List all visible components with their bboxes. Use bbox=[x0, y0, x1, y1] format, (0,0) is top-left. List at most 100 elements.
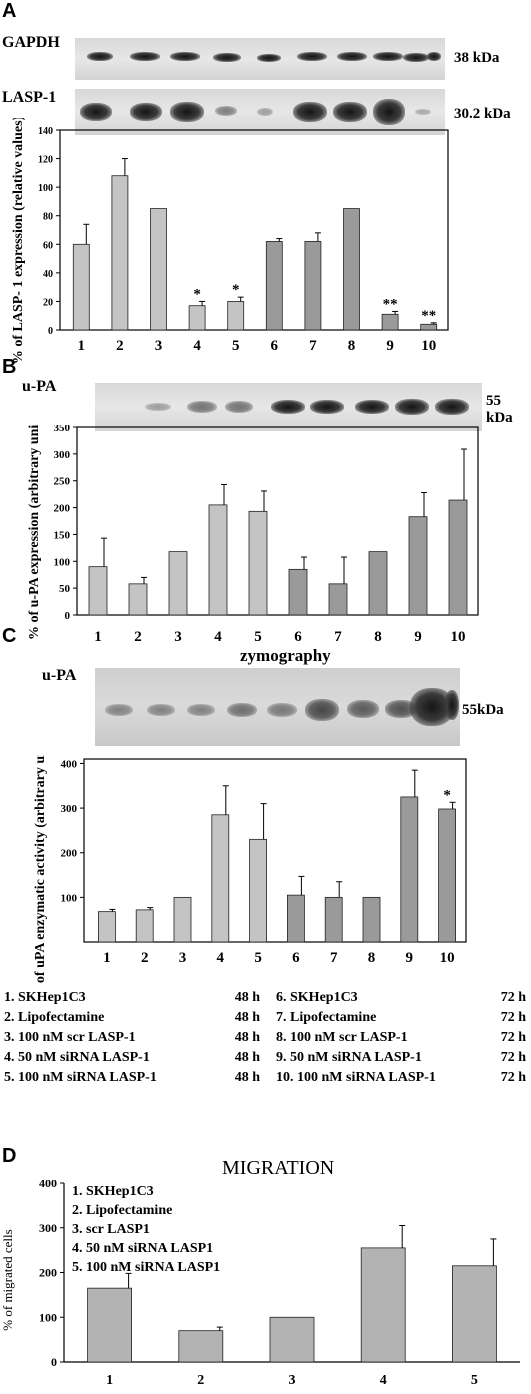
y-tick-label: 150 bbox=[54, 529, 71, 541]
category-label: 5 bbox=[254, 950, 262, 966]
category-label: 8 bbox=[368, 950, 376, 966]
bar bbox=[168, 551, 188, 616]
legend-item: 6. SKHep1C3 72 h bbox=[276, 990, 526, 1005]
category-label: 2 bbox=[141, 950, 149, 966]
migration-title: MIGRATION bbox=[222, 1157, 335, 1179]
lasp1-label: LASP-1 bbox=[2, 89, 57, 106]
category-label: 8 bbox=[348, 338, 356, 354]
bar bbox=[135, 909, 154, 943]
panel-b-letter: B bbox=[2, 356, 17, 378]
panel-d-letter: D bbox=[2, 1145, 17, 1167]
category-label: 7 bbox=[309, 338, 317, 354]
upa-label-c: u-PA bbox=[42, 667, 77, 684]
category-label: 3 bbox=[174, 629, 182, 645]
y-tick-label: 20 bbox=[43, 297, 53, 308]
category-label: 9 bbox=[386, 338, 394, 354]
gapdh-label: GAPDH bbox=[2, 34, 60, 51]
category-label: 2 bbox=[197, 1373, 204, 1388]
significance-marker: * bbox=[443, 787, 451, 803]
chart-d-ylabel: % of migrated cells bbox=[0, 1229, 15, 1330]
y-tick-label: 200 bbox=[54, 503, 71, 515]
y-tick-label: 40 bbox=[43, 269, 53, 280]
bar bbox=[87, 1287, 132, 1363]
plot-frame bbox=[59, 129, 449, 331]
category-label: 6 bbox=[271, 338, 279, 354]
y-tick-label: 400 bbox=[61, 758, 78, 770]
category-label: 7 bbox=[334, 629, 342, 645]
y-tick-label: 200 bbox=[39, 1266, 57, 1280]
y-tick-label: 300 bbox=[61, 803, 78, 815]
legend-item: 10. 100 nM siRNA LASP-1 72 h bbox=[276, 1070, 526, 1085]
upa-kda-b: 55 kDa bbox=[486, 393, 513, 426]
y-tick-label: 0 bbox=[48, 326, 53, 337]
bar bbox=[173, 896, 192, 943]
bar bbox=[211, 814, 230, 943]
plot-frame bbox=[83, 758, 467, 943]
category-label: 1 bbox=[94, 629, 102, 645]
zymography-title: zymography bbox=[240, 646, 331, 665]
y-tick-label: 250 bbox=[54, 476, 71, 488]
upa-blot-b bbox=[95, 383, 482, 431]
y-tick-label: 100 bbox=[61, 892, 78, 904]
category-label: 1 bbox=[106, 1373, 113, 1388]
bar bbox=[72, 243, 90, 331]
y-tick-label: 100 bbox=[54, 556, 71, 568]
legend-item: 1. SKHep1C3 48 h bbox=[4, 990, 260, 1005]
chart-d: % of migrated cells 0 100 200 300 400 1 2 3 4 5 bbox=[0, 1180, 520, 1388]
category-label: 6 bbox=[294, 629, 302, 645]
category-label: 1 bbox=[78, 338, 86, 354]
category-label: 4 bbox=[217, 950, 225, 966]
category-label: 6 bbox=[292, 950, 300, 966]
bar bbox=[98, 911, 116, 943]
significance-marker: * bbox=[193, 286, 201, 302]
upa-blot-c bbox=[95, 668, 460, 746]
legend-d-item: 1. SKHep1C3 bbox=[72, 1184, 154, 1199]
bar bbox=[328, 583, 348, 616]
bar bbox=[248, 510, 268, 616]
bar bbox=[249, 838, 268, 943]
y-tick-label: 100 bbox=[38, 183, 53, 194]
y-tick-label: 350 bbox=[54, 425, 71, 434]
legend-c-right: 6. SKHep1C3 72 h 7. Lipofectamine 72 h 8. … bbox=[276, 990, 526, 1090]
chart-a: % of LASP- 1 expression (relative values… bbox=[11, 118, 449, 364]
category-label: 3 bbox=[155, 338, 163, 354]
legend-d-item: 3. scr LASP1 bbox=[72, 1222, 150, 1237]
y-tick-label: 80 bbox=[43, 212, 53, 223]
category-label: 9 bbox=[414, 629, 422, 645]
bar bbox=[438, 808, 457, 943]
bar bbox=[451, 1265, 497, 1363]
y-tick-label: 50 bbox=[59, 583, 71, 595]
category-label: 10 bbox=[440, 950, 455, 966]
y-tick-label: 300 bbox=[54, 449, 71, 461]
category-label: 10 bbox=[451, 629, 466, 645]
bar bbox=[360, 1247, 406, 1363]
y-tick-label: 300 bbox=[39, 1221, 57, 1235]
bar bbox=[150, 208, 167, 331]
category-label: 7 bbox=[330, 950, 338, 966]
upa-label-b: u-PA bbox=[22, 378, 57, 395]
bar bbox=[286, 894, 305, 943]
category-label: 4 bbox=[214, 629, 222, 645]
category-label: 9 bbox=[406, 950, 414, 966]
category-label: 4 bbox=[193, 338, 201, 354]
legend-item: 5. 100 nM siRNA LASP-1 48 h bbox=[4, 1070, 260, 1085]
bar bbox=[448, 499, 468, 616]
y-tick-label: 100 bbox=[39, 1310, 57, 1324]
category-label: 10 bbox=[421, 338, 436, 354]
bar bbox=[265, 241, 283, 331]
gapdh-blot bbox=[75, 38, 445, 80]
significance-marker: ** bbox=[421, 308, 436, 324]
category-label: 3 bbox=[289, 1373, 296, 1388]
panel-a-letter: A bbox=[2, 0, 17, 22]
bar bbox=[208, 504, 228, 616]
chart-a-ylabel: % of LASP- 1 expression (relative values… bbox=[11, 118, 26, 364]
lasp1-kda: 30.2 kDa bbox=[454, 106, 511, 122]
bar bbox=[88, 566, 108, 616]
legend-item: 4. 50 nM siRNA LASP-1 48 h bbox=[4, 1050, 260, 1065]
y-tick-label: 0 bbox=[65, 610, 71, 622]
plot-frame bbox=[76, 426, 479, 616]
legend-d-item: 5. 100 nM siRNA LASP1 bbox=[72, 1260, 221, 1275]
chart-c: % of uPA enzymatic activity (arbitrary u… bbox=[33, 755, 467, 985]
y-tick-label: 120 bbox=[38, 155, 53, 166]
upa-kda-c: 55kDa bbox=[462, 702, 504, 718]
